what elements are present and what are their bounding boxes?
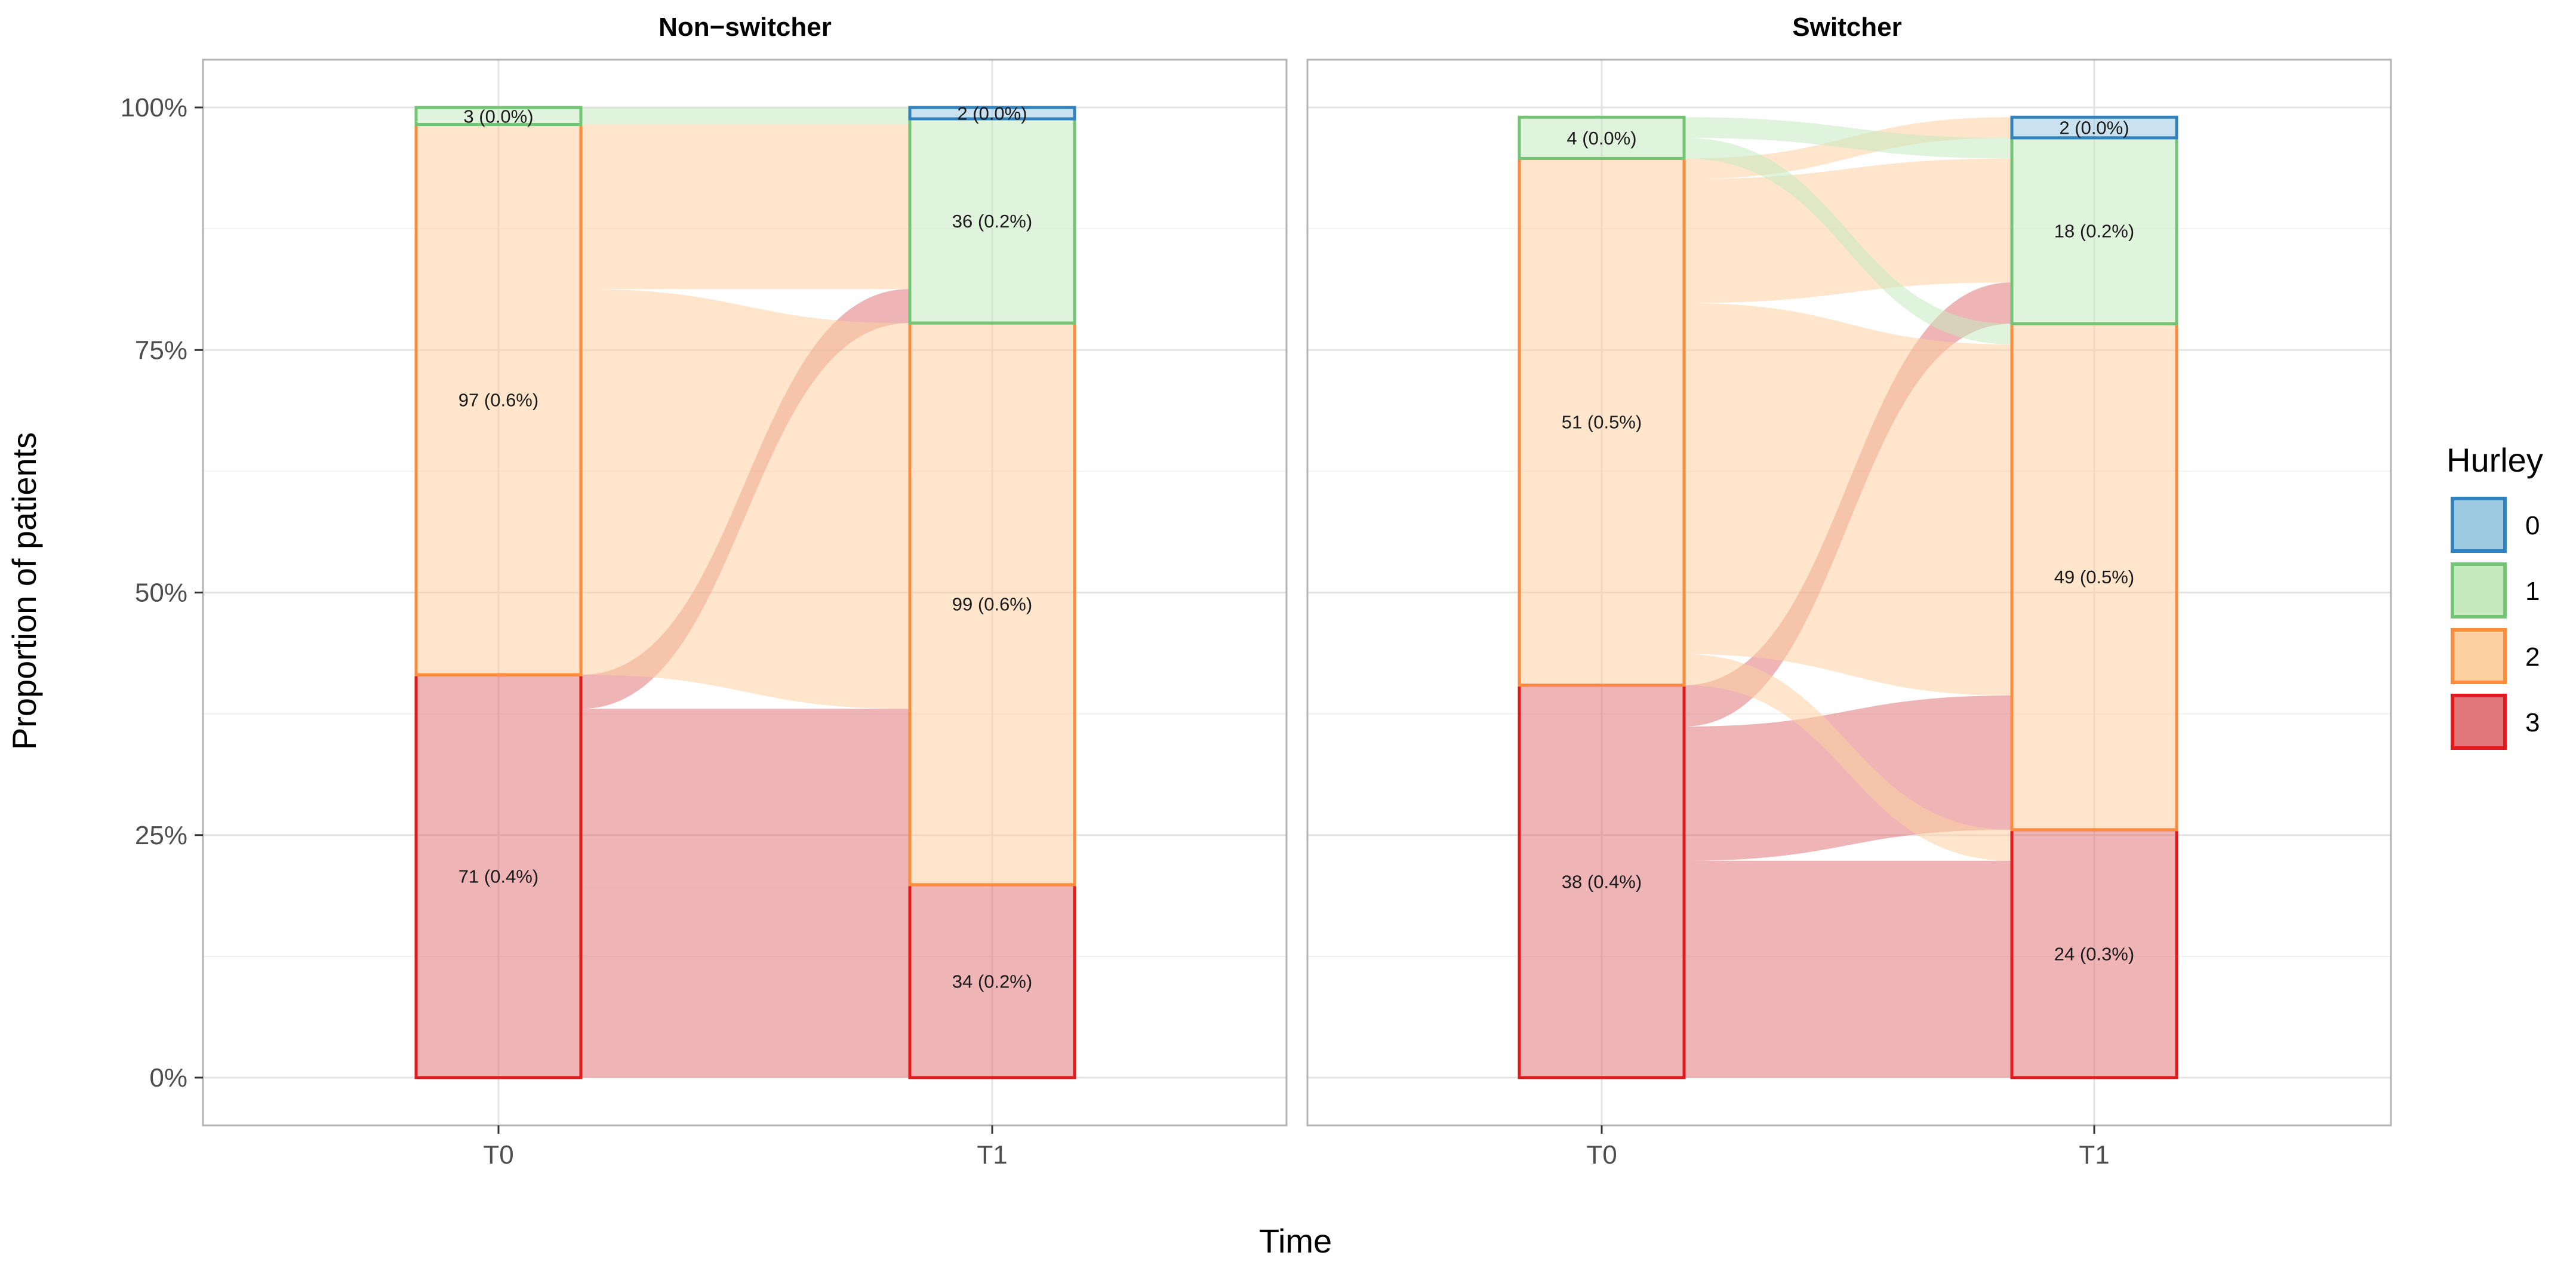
flows xyxy=(581,107,910,1078)
stratum-t0-level-2 xyxy=(1518,156,1686,687)
stratum-label-t0-level-3: 71 (0.4%) xyxy=(458,866,538,887)
stratum-label-t1-level-2: 99 (0.6%) xyxy=(952,594,1032,615)
y-tick-label: 100% xyxy=(120,93,187,122)
stratum-label-t1-level-0: 2 (0.0%) xyxy=(957,103,1027,124)
stratum-label-t0-level-3: 38 (0.4%) xyxy=(1562,871,1642,892)
stratum-t1-level-0 xyxy=(908,106,1076,121)
legend-key-0 xyxy=(2451,497,2507,553)
strip-title-switcher: Switcher xyxy=(1792,13,1901,42)
x-tick-label-switcher-T1: T1 xyxy=(2079,1140,2109,1170)
legend-label-0: 0 xyxy=(2525,511,2540,540)
flow-3-to-2 xyxy=(581,709,910,885)
x-axis-title: Time xyxy=(1259,1222,1332,1260)
stratum-label-t1-level-2: 49 (0.5%) xyxy=(2054,567,2134,587)
flow-2-to-1 xyxy=(581,124,910,290)
stratum-t1-level-3 xyxy=(2010,828,2178,1079)
stratum-label-t0-level-1: 3 (0.0%) xyxy=(463,106,533,127)
y-tick-label: 75% xyxy=(135,336,187,365)
strip-title-non-switcher: Non−switcher xyxy=(658,13,832,42)
flow-1-to-1 xyxy=(1684,117,2012,159)
flow-3-to-3 xyxy=(581,884,910,1078)
flow-2-to-3 xyxy=(1684,654,2012,861)
stratum-t0-level-3 xyxy=(1518,684,1686,1079)
flows xyxy=(1684,117,2012,1078)
stratum-t1-level-1 xyxy=(908,117,1076,325)
stratum-t1-level-3 xyxy=(908,883,1076,1079)
flow-1-to-0 xyxy=(581,107,910,119)
stratum-label-t0-level-2: 51 (0.5%) xyxy=(1562,412,1642,433)
legend-key-1 xyxy=(2451,562,2507,619)
flow-1-to-1 xyxy=(581,119,910,125)
stratum-label-t0-level-2: 97 (0.6%) xyxy=(458,389,538,410)
x-tick-label-non-switcher-T0: T0 xyxy=(483,1140,513,1170)
legend: Hurley 0 1 2 3 xyxy=(2446,441,2543,750)
legend-label-3: 3 xyxy=(2525,708,2540,737)
flow-2-to-2 xyxy=(1684,303,2012,696)
y-tick-label: 0% xyxy=(149,1063,187,1093)
stratum-label-t1-level-3: 24 (0.3%) xyxy=(2054,943,2134,964)
stratum-t0-level-2 xyxy=(414,123,583,676)
legend-label-2: 2 xyxy=(2525,642,2540,672)
stratum-t1-level-0 xyxy=(2010,115,2178,140)
flow-1-to-2 xyxy=(1684,137,2012,344)
legend-label-1: 1 xyxy=(2525,577,2540,606)
stratum-t1-level-2 xyxy=(908,321,1076,887)
stratum-label-t1-level-1: 36 (0.2%) xyxy=(952,211,1032,232)
stratum-t0-level-3 xyxy=(414,673,583,1079)
legend-key-3 xyxy=(2451,694,2507,750)
y-tick-label: 25% xyxy=(135,821,187,850)
y-axis-title: Proportion of patients xyxy=(5,432,43,750)
x-tick-label-non-switcher-T1: T1 xyxy=(977,1140,1007,1170)
stratum-t0-level-1 xyxy=(1518,115,1686,160)
x-tick-label-switcher-T0: T0 xyxy=(1586,1140,1617,1170)
panel-non-switcher: 71 (0.4%) 97 (0.6%) 3 (0.0%) 34 (0.2%) 99 (0… xyxy=(202,59,1288,1127)
legend-key-2 xyxy=(2451,628,2507,684)
stratum-label-t1-level-1: 18 (0.2%) xyxy=(2054,221,2134,242)
y-axis: 0% 25% 50% 75% 100% xyxy=(120,93,203,1093)
panel-switcher: 38 (0.4%) 51 (0.5%) 4 (0.0%) 24 (0.3%) 49 (0… xyxy=(1306,59,2392,1127)
stratum-label-t1-level-3: 34 (0.2%) xyxy=(952,971,1032,992)
legend-title: Hurley xyxy=(2446,441,2543,479)
flow-2-to-2 xyxy=(581,289,910,709)
x-axis: T0 T1 T0 T1 xyxy=(483,1125,2110,1170)
flow-3-to-3 xyxy=(1684,860,2012,1078)
stratum-label-t1-level-0: 2 (0.0%) xyxy=(2059,118,2129,139)
stratum-label-t0-level-1: 4 (0.0%) xyxy=(1566,128,1636,149)
stratum-t0-level-1 xyxy=(414,106,583,127)
stratum-t1-level-2 xyxy=(2010,322,2178,832)
panel-border xyxy=(1306,59,2392,1127)
y-tick-label: 50% xyxy=(135,579,187,608)
